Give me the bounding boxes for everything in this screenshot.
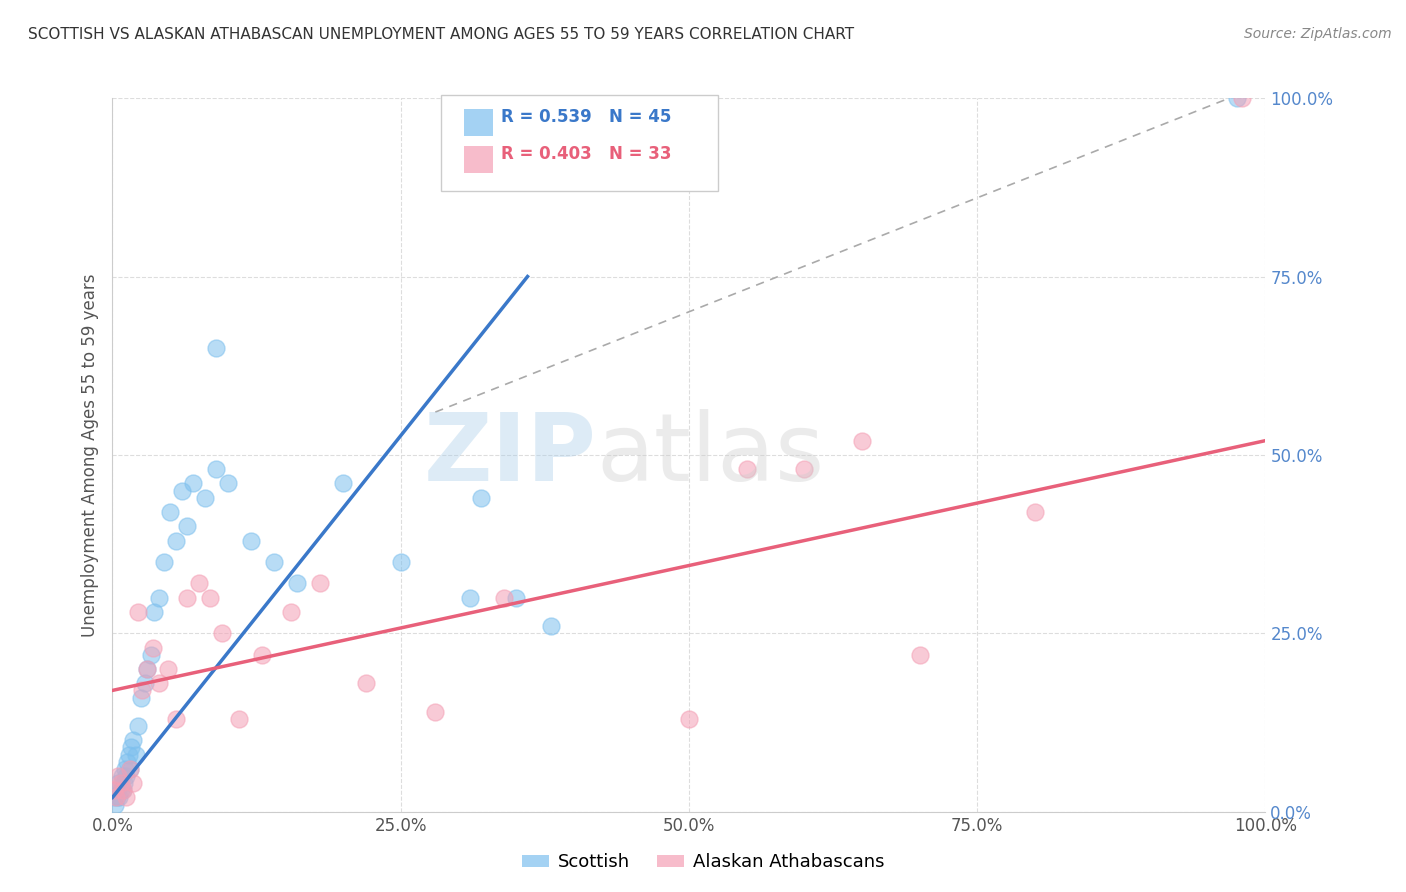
Text: atlas: atlas bbox=[596, 409, 825, 501]
Point bbox=[118, 762, 141, 776]
Point bbox=[107, 769, 129, 783]
Point bbox=[104, 783, 127, 797]
Point bbox=[211, 626, 233, 640]
Point bbox=[187, 576, 211, 591]
Text: R = 0.539   N = 45: R = 0.539 N = 45 bbox=[501, 109, 672, 127]
Text: Source: ZipAtlas.com: Source: ZipAtlas.com bbox=[1244, 27, 1392, 41]
Point bbox=[505, 591, 527, 605]
Point bbox=[117, 747, 139, 762]
Point bbox=[104, 790, 127, 805]
Point bbox=[280, 605, 302, 619]
Point bbox=[217, 476, 239, 491]
Point bbox=[793, 462, 815, 476]
FancyBboxPatch shape bbox=[464, 146, 494, 173]
Point bbox=[156, 662, 179, 676]
Point bbox=[354, 676, 377, 690]
Point bbox=[110, 776, 132, 790]
Point bbox=[114, 762, 136, 776]
Point bbox=[239, 533, 262, 548]
Point bbox=[908, 648, 931, 662]
Point bbox=[148, 676, 170, 690]
Point bbox=[389, 555, 412, 569]
Point bbox=[103, 790, 125, 805]
Point bbox=[425, 705, 447, 719]
Point bbox=[110, 783, 132, 797]
Point bbox=[165, 712, 187, 726]
Point bbox=[104, 797, 127, 812]
Point bbox=[228, 712, 250, 726]
Point bbox=[252, 648, 274, 662]
Point bbox=[115, 790, 138, 805]
FancyBboxPatch shape bbox=[464, 109, 494, 136]
Point bbox=[120, 740, 142, 755]
Point bbox=[111, 783, 134, 797]
Point bbox=[122, 776, 145, 790]
Point bbox=[194, 491, 217, 505]
Point bbox=[115, 769, 138, 783]
Point bbox=[735, 462, 758, 476]
Point bbox=[139, 648, 162, 662]
Text: SCOTTISH VS ALASKAN ATHABASCAN UNEMPLOYMENT AMONG AGES 55 TO 59 YEARS CORRELATIO: SCOTTISH VS ALASKAN ATHABASCAN UNEMPLOYM… bbox=[28, 27, 855, 42]
Point bbox=[136, 662, 159, 676]
Point bbox=[111, 783, 134, 797]
Point bbox=[200, 591, 222, 605]
Point bbox=[309, 576, 332, 591]
Point bbox=[540, 619, 562, 633]
Point bbox=[1024, 505, 1046, 519]
Point bbox=[129, 690, 153, 705]
Point bbox=[127, 605, 149, 619]
Point bbox=[153, 555, 176, 569]
Point bbox=[131, 683, 153, 698]
Point bbox=[205, 341, 228, 355]
Point bbox=[332, 476, 354, 491]
Point bbox=[678, 712, 700, 726]
Point bbox=[458, 591, 481, 605]
Point bbox=[1225, 91, 1247, 105]
Point bbox=[285, 576, 308, 591]
Point bbox=[118, 762, 141, 776]
Point bbox=[143, 605, 166, 619]
Point bbox=[134, 676, 156, 690]
Point bbox=[127, 719, 149, 733]
Point bbox=[851, 434, 873, 448]
Point bbox=[108, 790, 131, 805]
Point bbox=[111, 769, 134, 783]
Y-axis label: Unemployment Among Ages 55 to 59 years: Unemployment Among Ages 55 to 59 years bbox=[80, 273, 98, 637]
Legend: Scottish, Alaskan Athabascans: Scottish, Alaskan Athabascans bbox=[515, 847, 891, 879]
Point bbox=[103, 783, 125, 797]
Point bbox=[176, 591, 198, 605]
Point bbox=[105, 790, 128, 805]
Point bbox=[148, 591, 170, 605]
Point bbox=[263, 555, 285, 569]
Point bbox=[159, 505, 181, 519]
Text: R = 0.403   N = 33: R = 0.403 N = 33 bbox=[501, 145, 672, 163]
Point bbox=[136, 662, 159, 676]
Point bbox=[494, 591, 516, 605]
Point bbox=[122, 733, 145, 747]
Point bbox=[170, 483, 193, 498]
Point bbox=[112, 776, 135, 790]
Point bbox=[205, 462, 228, 476]
Point bbox=[142, 640, 165, 655]
Point bbox=[117, 755, 139, 769]
Point bbox=[124, 747, 146, 762]
Point bbox=[165, 533, 187, 548]
Point bbox=[181, 476, 204, 491]
Point bbox=[107, 776, 129, 790]
Point bbox=[176, 519, 198, 533]
FancyBboxPatch shape bbox=[441, 95, 717, 191]
Point bbox=[470, 491, 492, 505]
Text: ZIP: ZIP bbox=[423, 409, 596, 501]
Point bbox=[1232, 91, 1254, 105]
